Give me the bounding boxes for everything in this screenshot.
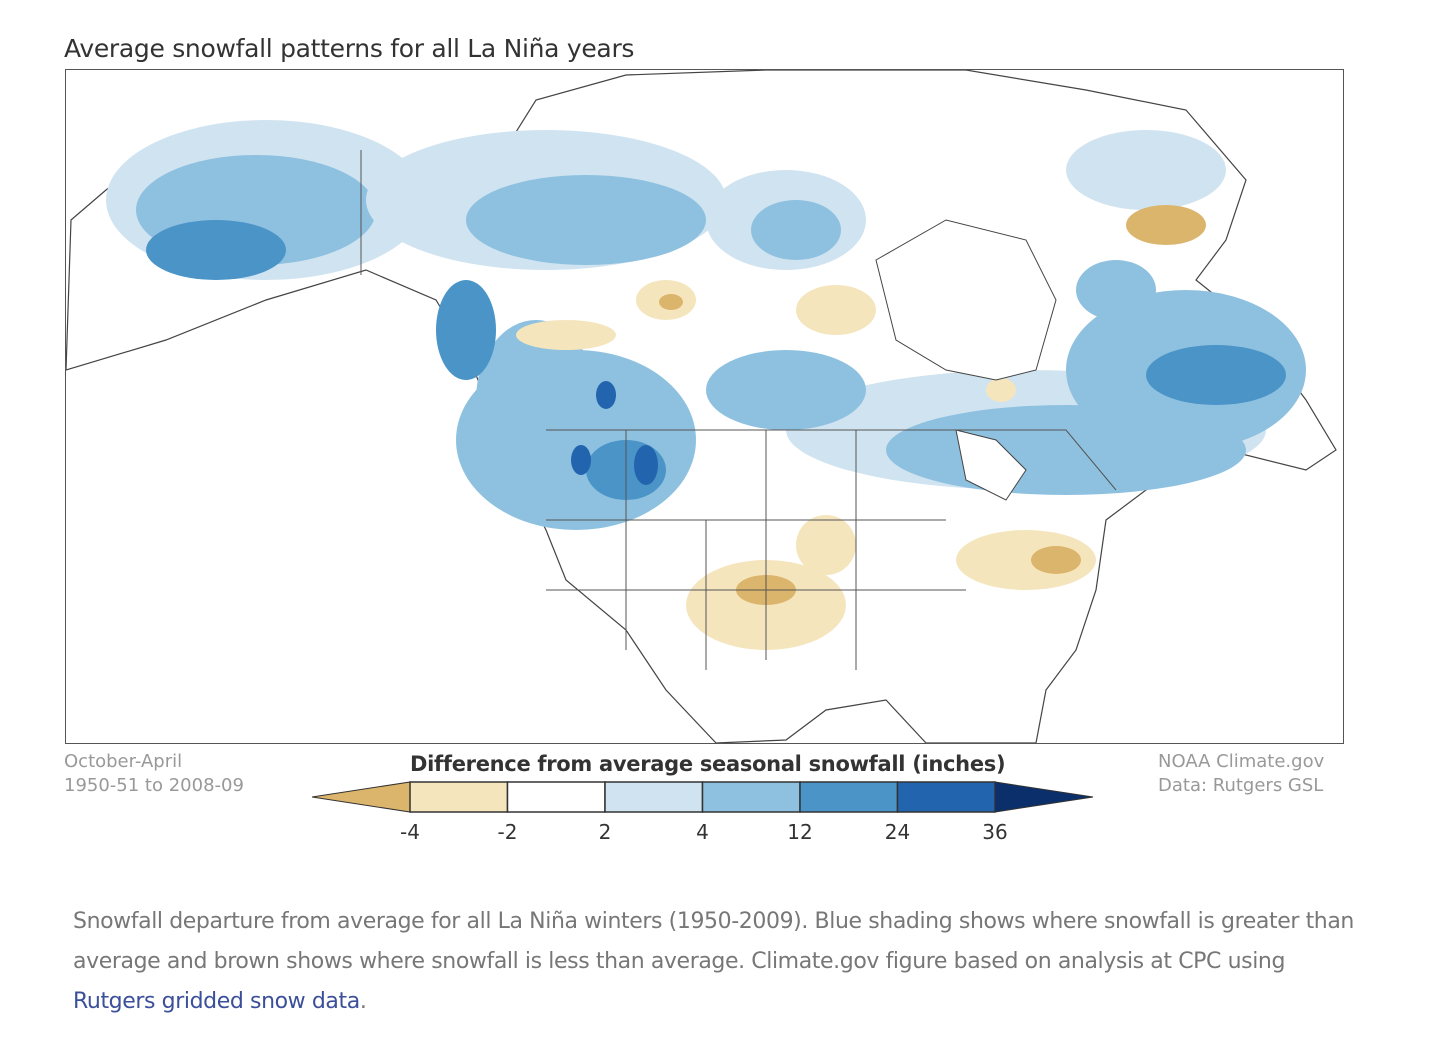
figure-caption: Snowfall departure from average for all … bbox=[73, 902, 1363, 1022]
colorbar-segment bbox=[409, 781, 509, 813]
credit-line1: NOAA Climate.gov bbox=[1158, 751, 1325, 772]
credit-line2: Data: Rutgers GSL bbox=[1158, 775, 1324, 796]
colorbar-tick-label: 2 bbox=[598, 820, 612, 844]
colorbar-segment bbox=[506, 781, 606, 813]
colorbar-tick-label: 4 bbox=[696, 820, 709, 844]
legend-title: Difference from average seasonal snowfal… bbox=[410, 752, 1006, 776]
colorbar-segment bbox=[799, 781, 899, 813]
credit-note: NOAA Climate.gov Data: Rutgers GSL bbox=[1158, 750, 1324, 798]
period-years: 1950-51 to 2008-09 bbox=[64, 775, 244, 796]
colorbar-segment bbox=[896, 781, 996, 813]
colorbar-tick-label: 12 bbox=[787, 820, 813, 844]
figure-title: Average snowfall patterns for all La Niñ… bbox=[64, 34, 635, 63]
caption-text: Snowfall departure from average for all … bbox=[73, 909, 1354, 974]
colorbar bbox=[312, 781, 1094, 813]
colorbar-low-arrow bbox=[312, 781, 411, 813]
period-note: October-April 1950-51 to 2008-09 bbox=[64, 750, 244, 798]
colorbar-tick-label: -2 bbox=[497, 820, 518, 844]
water-bodies bbox=[875, 219, 1057, 501]
colorbar-tick-label: 36 bbox=[982, 820, 1008, 844]
colorbar-tick-label: -4 bbox=[400, 820, 420, 844]
colorbar-high-arrow bbox=[994, 781, 1094, 813]
caption-end: . bbox=[359, 989, 367, 1014]
period-months: October-April bbox=[64, 751, 183, 772]
colorbar-segment bbox=[701, 781, 801, 813]
snowfall-map bbox=[65, 69, 1344, 744]
borders bbox=[360, 150, 1117, 670]
colorbar-segment bbox=[604, 781, 704, 813]
rutgers-data-link[interactable]: Rutgers gridded snow data bbox=[73, 989, 360, 1014]
snowfall-anomaly-shading bbox=[106, 120, 1306, 650]
colorbar-tick-label: 24 bbox=[884, 820, 911, 844]
